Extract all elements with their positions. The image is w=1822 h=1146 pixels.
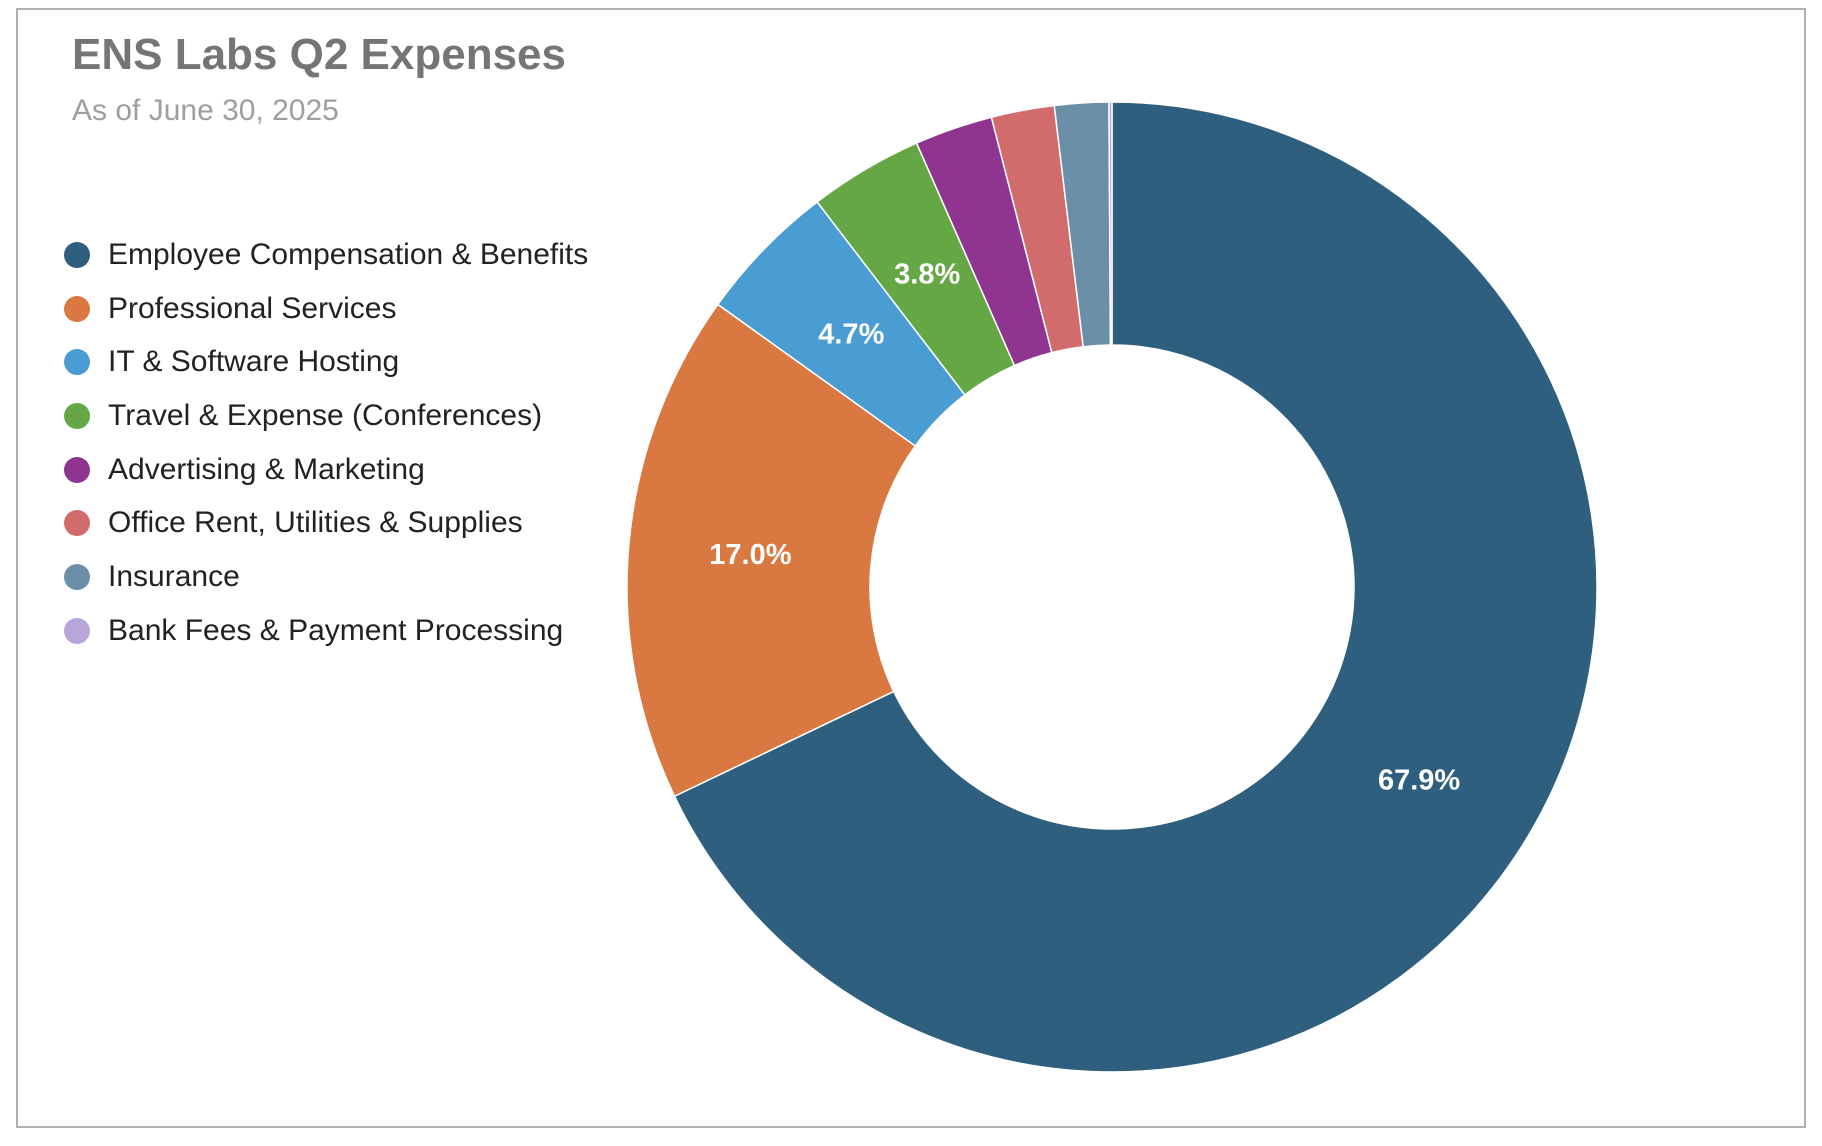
chart-title: ENS Labs Q2 Expenses [72, 30, 566, 79]
legend-item-advertising-marketing[interactable]: Advertising & Marketing [64, 443, 588, 497]
legend-item-professional-services[interactable]: Professional Services [64, 282, 588, 336]
legend-swatch-icon [64, 563, 90, 590]
legend-swatch-icon [64, 617, 90, 644]
legend-label: Insurance [108, 559, 240, 593]
slice-value-label: 3.8% [894, 259, 960, 291]
slice-value-label: 17.0% [709, 539, 791, 571]
legend-swatch-icon [64, 456, 90, 483]
legend-swatch-icon [64, 349, 90, 376]
legend-item-travel-expense[interactable]: Travel & Expense (Conferences) [64, 389, 588, 443]
slice-bank-fees-payment-processing[interactable] [1108, 101, 1113, 346]
chart-legend: Employee Compensation & Benefits Profess… [64, 228, 588, 658]
legend-label: Professional Services [108, 291, 397, 325]
legend-item-it-software-hosting[interactable]: IT & Software Hosting [64, 335, 588, 389]
legend-swatch-icon [64, 241, 90, 268]
legend-item-bank-fees[interactable]: Bank Fees & Payment Processing [64, 604, 588, 658]
legend-swatch-icon [64, 510, 90, 537]
legend-item-office-rent[interactable]: Office Rent, Utilities & Supplies [64, 496, 588, 550]
legend-label: IT & Software Hosting [108, 345, 400, 379]
legend-label: Bank Fees & Payment Processing [108, 613, 564, 647]
slice-professional-services[interactable] [626, 303, 917, 798]
chart-subtitle: As of June 30, 2025 [72, 94, 339, 127]
legend-label: Office Rent, Utilities & Supplies [108, 506, 523, 540]
legend-swatch-icon [64, 295, 90, 322]
legend-item-employee-compensation[interactable]: Employee Compensation & Benefits [64, 228, 588, 282]
legend-label: Advertising & Marketing [108, 452, 425, 486]
slice-employee-compensation-benefits[interactable] [673, 101, 1598, 1073]
legend-swatch-icon [64, 402, 90, 429]
legend-item-insurance[interactable]: Insurance [64, 550, 588, 604]
slice-value-label: 4.7% [818, 318, 884, 350]
legend-label: Employee Compensation & Benefits [108, 237, 589, 271]
legend-label: Travel & Expense (Conferences) [108, 398, 543, 432]
slice-value-label: 67.9% [1378, 765, 1460, 797]
